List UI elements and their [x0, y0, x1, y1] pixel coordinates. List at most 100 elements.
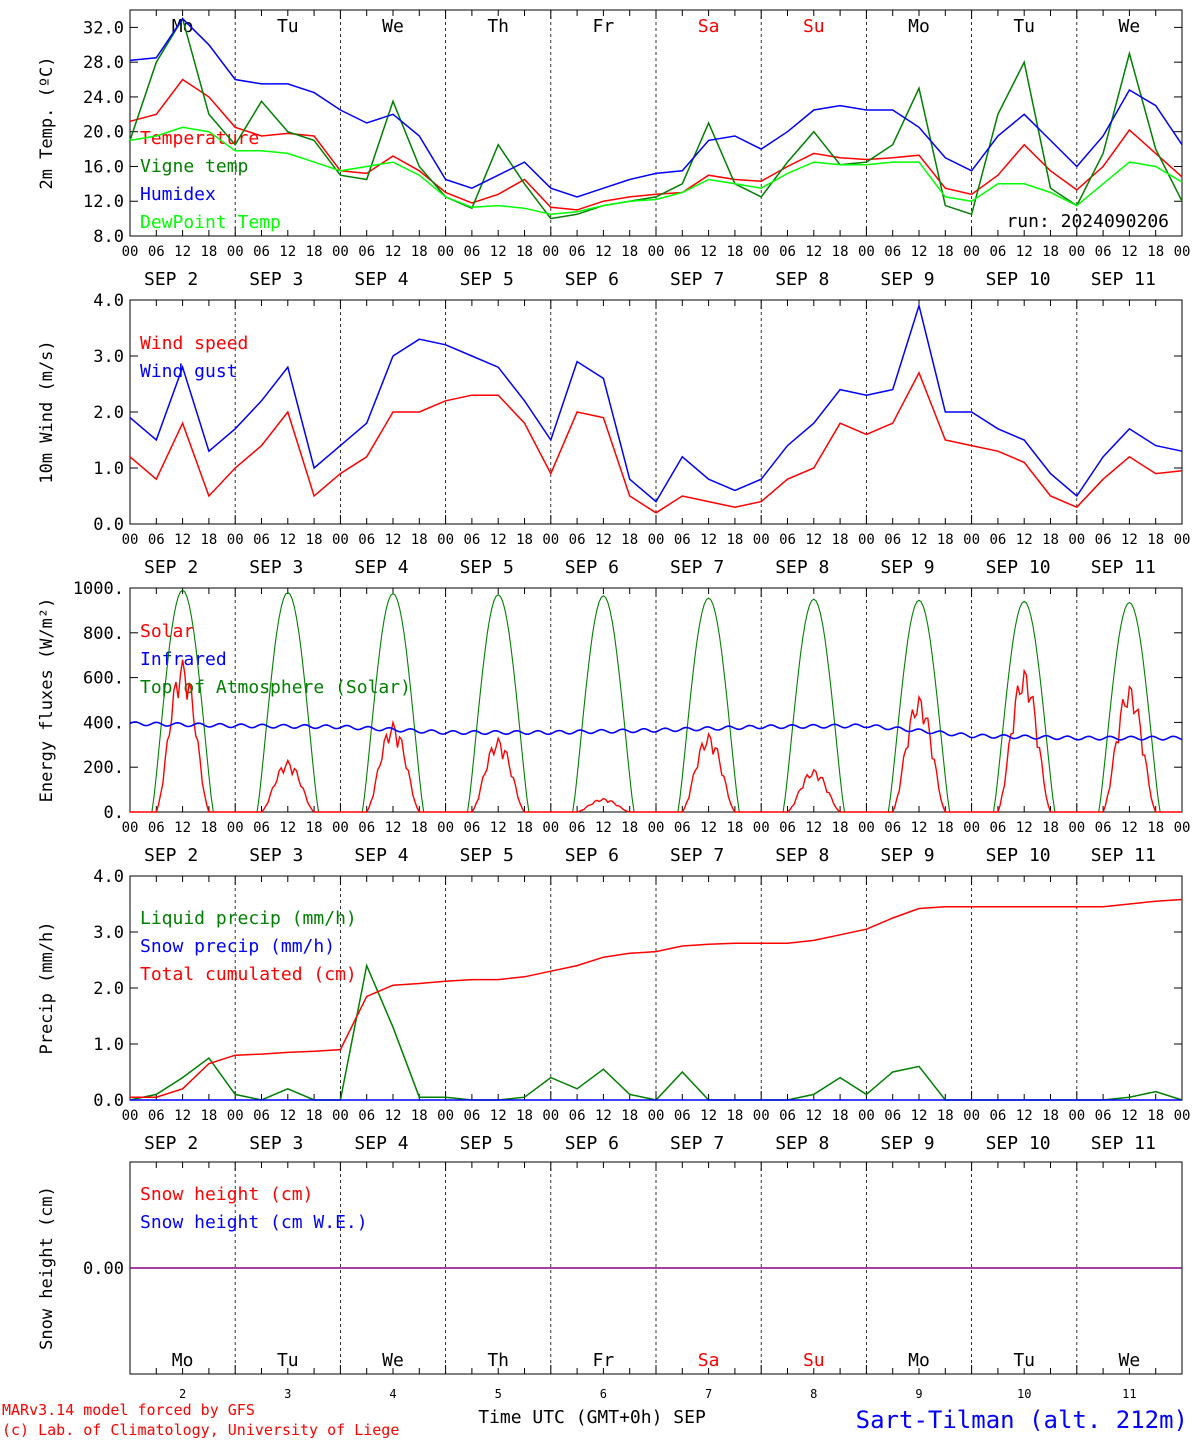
hour-tick-label: 00	[858, 244, 875, 260]
date-label: SEP 10	[986, 845, 1051, 866]
hour-tick-label: 18	[1042, 532, 1059, 548]
hour-tick-label: 00	[1174, 1108, 1191, 1124]
series-line-infrared	[129, 721, 1183, 741]
day-name: Tu	[1013, 16, 1035, 37]
series-line	[129, 126, 1183, 216]
hour-tick-label: 18	[306, 244, 323, 260]
hour-tick-label: 18	[516, 532, 533, 548]
y-tick-label: 1000.	[73, 579, 124, 599]
hour-tick-label: 12	[911, 244, 928, 260]
hour-tick-label: 18	[726, 820, 743, 836]
date-label: SEP 6	[565, 557, 619, 578]
series-line	[129, 370, 1183, 514]
date-label: SEP 7	[670, 1133, 724, 1154]
hour-tick-label: 12	[700, 820, 717, 836]
hour-tick-label: 06	[989, 820, 1006, 836]
hour-tick-label: 12	[805, 1108, 822, 1124]
hour-tick-label: 06	[884, 1108, 901, 1124]
date-label: SEP 7	[670, 845, 724, 866]
hour-tick-label: 18	[1042, 244, 1059, 260]
hour-tick-label: 00	[648, 244, 665, 260]
hour-tick-label: 00	[332, 532, 349, 548]
plot-frame	[129, 587, 1183, 813]
hour-tick-label: 00	[1068, 820, 1085, 836]
hour-tick-label: 18	[621, 244, 638, 260]
date-label: SEP 6	[565, 269, 619, 290]
hour-tick-label: 00	[1068, 244, 1085, 260]
hour-tick-label: 18	[937, 244, 954, 260]
y-tick-label: 200.	[83, 758, 124, 778]
y-tick-label: 28.0	[83, 53, 124, 73]
hour-tick-label: 18	[200, 244, 217, 260]
date-label: SEP 8	[775, 1133, 829, 1154]
hour-tick-label: 00	[437, 244, 454, 260]
day-name-bottom: Tu	[1013, 1350, 1035, 1371]
day-name-bottom: Su	[803, 1350, 825, 1371]
hour-tick-label: 00	[122, 1108, 139, 1124]
hour-tick-label: 00	[542, 244, 559, 260]
hour-tick-label: 06	[884, 820, 901, 836]
y-axis-label: Snow height (cm)	[37, 1186, 57, 1350]
hour-tick-label: 12	[805, 244, 822, 260]
series-line	[129, 78, 1183, 211]
hour-tick-label: 06	[674, 1108, 691, 1124]
day-name-bottom: Mo	[908, 1350, 930, 1371]
hour-tick-label: 00	[753, 1108, 770, 1124]
hour-tick-label: 06	[569, 244, 586, 260]
hour-tick-label: 06	[463, 244, 480, 260]
hour-tick-label: 06	[884, 532, 901, 548]
day-name-bottom: We	[1119, 1350, 1141, 1371]
series-line-solar	[130, 659, 1182, 813]
hour-tick-label: 00	[753, 820, 770, 836]
hour-tick-label: 12	[279, 1108, 296, 1124]
date-label: SEP 10	[986, 1133, 1051, 1154]
date-label: SEP 11	[1091, 557, 1156, 578]
hour-tick-label: 06	[148, 532, 165, 548]
date-label: SEP 4	[354, 1133, 408, 1154]
date-label: SEP 8	[775, 845, 829, 866]
hour-tick-label: 06	[569, 820, 586, 836]
hour-tick-label: 06	[569, 532, 586, 548]
panel-4: 0.0 1.0 2.0 3.0 4.0 Precip (mm/h) 00 06 12 18 00 06…	[37, 867, 1190, 1154]
hour-tick-label: 12	[279, 820, 296, 836]
date-label: SEP 3	[249, 269, 303, 290]
hour-tick-label: 06	[463, 532, 480, 548]
hour-tick-label: 00	[227, 820, 244, 836]
day-number: 10	[1017, 1387, 1031, 1401]
hour-tick-label: 00	[542, 820, 559, 836]
hour-tick-label: 00	[963, 1108, 980, 1124]
day-number: 6	[600, 1387, 607, 1401]
hour-tick-label: 12	[1121, 820, 1138, 836]
day-name-bottom: Th	[487, 1350, 509, 1371]
day-number: 9	[915, 1387, 922, 1401]
day-name-bottom: We	[382, 1350, 404, 1371]
hour-tick-label: 00	[963, 532, 980, 548]
day-name: Fr	[593, 16, 615, 37]
hour-tick-label: 18	[937, 532, 954, 548]
hour-tick-label: 18	[200, 532, 217, 548]
station-label: Sart-Tilman (alt. 212m)	[856, 1406, 1188, 1434]
panel-1: 8.0 12.0 16.0 20.0 24.0 28.0 32.0 2m Temp. (ºC)…	[37, 9, 1190, 290]
legend-entry: Total cumulated (cm)	[140, 964, 357, 985]
date-label: SEP 8	[775, 557, 829, 578]
legend-entry: Vigne temp	[140, 156, 248, 177]
hour-tick-label: 18	[832, 1108, 849, 1124]
y-tick-label: 0.0	[93, 515, 124, 535]
date-label: SEP 9	[880, 557, 934, 578]
legend-entry: Wind gust	[140, 361, 238, 382]
hour-tick-label: 06	[358, 532, 375, 548]
hour-tick-label: 00	[1174, 532, 1191, 548]
y-tick-label: 8.0	[93, 227, 124, 247]
date-label: SEP 10	[986, 269, 1051, 290]
day-name: Tu	[277, 16, 299, 37]
legend-entry: Snow height (cm)	[140, 1184, 313, 1205]
hour-tick-label: 12	[490, 244, 507, 260]
hour-tick-label: 18	[621, 532, 638, 548]
hour-tick-label: 12	[385, 244, 402, 260]
hour-tick-label: 18	[411, 532, 428, 548]
hour-tick-label: 12	[174, 820, 191, 836]
hour-tick-label: 06	[148, 1108, 165, 1124]
hour-tick-label: 00	[1068, 1108, 1085, 1124]
hour-tick-label: 12	[911, 820, 928, 836]
y-axis-label: Energy fluxes (W/m²)	[37, 598, 57, 803]
